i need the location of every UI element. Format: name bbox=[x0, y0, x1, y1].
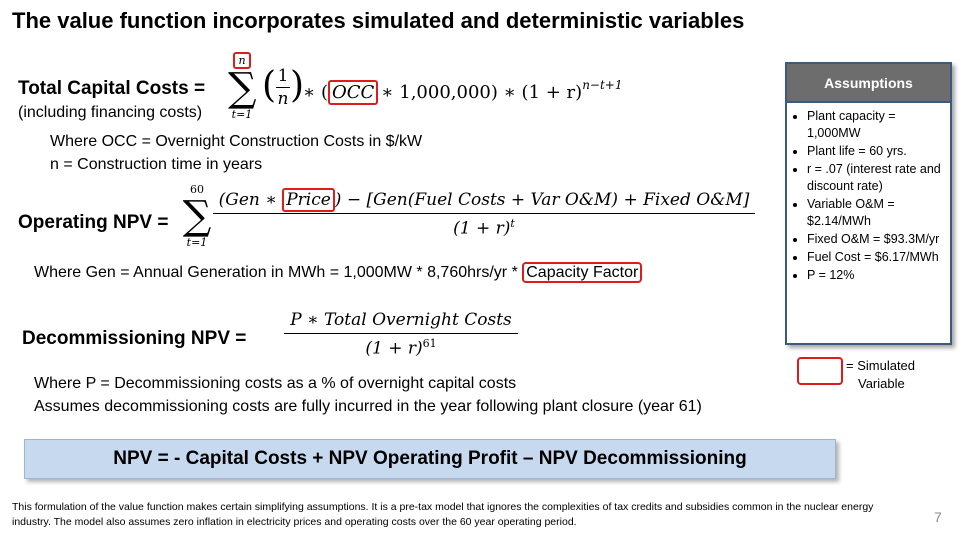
assumption-item: r = .07 (interest rate and discount rate… bbox=[807, 161, 944, 195]
assumption-item: Fixed O&M = $93.3M/yr bbox=[807, 231, 944, 248]
decom-label: Decommissioning NPV = bbox=[22, 328, 247, 349]
simulated-legend-swatch bbox=[797, 357, 843, 385]
legend-line-2: Variable bbox=[858, 376, 905, 391]
operating-note-text: Where Gen = Annual Generation in MWh = 1… bbox=[34, 264, 518, 281]
decom-note-p: Where P = Decommissioning costs as a % o… bbox=[34, 375, 517, 392]
operating-sum: 60 ∑ t=1 bbox=[182, 183, 212, 249]
operating-frac-line bbox=[213, 213, 755, 214]
operating-den-exp: t bbox=[510, 217, 515, 230]
decom-numerator: P ∗ Total Overnight Costs bbox=[290, 310, 512, 330]
assumptions-list: Plant capacity = 1,000MW Plant life = 60… bbox=[787, 103, 950, 284]
decom-frac-line bbox=[284, 333, 518, 334]
capital-sum: n ∑ t=1 bbox=[228, 52, 257, 121]
slide-title: The value function incorporates simulate… bbox=[12, 8, 745, 33]
n-simulated-highlight: n bbox=[233, 52, 251, 69]
capital-frac-line bbox=[276, 87, 290, 88]
operating-sum-upper: 60 bbox=[190, 183, 204, 196]
operating-num-b: ) − [Gen(Fuel Costs + Var O&M) + Fixed O… bbox=[334, 190, 750, 210]
decom-denominator: (1 + r)61 bbox=[284, 334, 518, 359]
capital-frac-den: n bbox=[277, 89, 289, 109]
occ-simulated-highlight: OCC bbox=[327, 80, 379, 105]
price-simulated-highlight: Price bbox=[282, 188, 335, 212]
operating-frac: (Gen ∗ Price) − [Gen(Fuel Costs + Var O&… bbox=[213, 188, 755, 239]
operating-den: (1 + r) bbox=[453, 218, 511, 239]
decom-den: (1 + r) bbox=[365, 338, 423, 359]
capital-formula-line: ∗ (OCC ∗ 1,000,000) ∗ (1 + r)n−t+1 bbox=[303, 78, 623, 105]
decom-den-exp: 61 bbox=[422, 337, 437, 350]
capital-note-occ: Where OCC = Overnight Construction Costs… bbox=[50, 133, 423, 150]
operating-label: Operating NPV = bbox=[18, 212, 169, 233]
capital-label: Total Capital Costs = bbox=[18, 78, 206, 99]
decom-note-year: Assumes decommissioning costs are fully … bbox=[34, 398, 702, 415]
operating-sigma-icon: ∑ bbox=[182, 193, 212, 239]
capital-sigma-icon: ∑ bbox=[228, 65, 257, 111]
capital-sum-upper-wrap: n bbox=[228, 52, 256, 69]
operating-numerator: (Gen ∗ Price) − [Gen(Fuel Costs + Var O&… bbox=[213, 188, 755, 213]
operating-num-a: (Gen ∗ bbox=[218, 190, 277, 210]
assumption-item: Variable O&M = $2.14/MWh bbox=[807, 196, 944, 230]
capital-paren-close: ) bbox=[290, 65, 305, 106]
operating-note: Where Gen = Annual Generation in MWh = 1… bbox=[34, 262, 643, 283]
capital-sublabel: (including financing costs) bbox=[18, 104, 203, 121]
assumption-item: Plant capacity = 1,000MW bbox=[807, 108, 944, 142]
capital-exp: n−t+1 bbox=[582, 78, 623, 92]
assumptions-header: Assumptions bbox=[787, 64, 950, 103]
assumptions-panel: Assumptions Plant capacity = 1,000MW Pla… bbox=[785, 62, 952, 345]
operating-sum-lower: t=1 bbox=[186, 236, 208, 249]
decom-frac: P ∗ Total Overnight Costs (1 + r)61 bbox=[284, 310, 518, 359]
capital-paren-open: ( bbox=[262, 65, 277, 106]
capital-mult: ∗ ( bbox=[303, 82, 328, 103]
legend-line-1: = Simulated bbox=[846, 358, 916, 373]
capacity-factor-simulated-highlight: Capacity Factor bbox=[522, 262, 643, 283]
capital-tail: ∗ 1,000,000) ∗ (1 + r) bbox=[381, 82, 583, 103]
assumption-item: P = 12% bbox=[807, 267, 944, 284]
page-number: 7 bbox=[934, 509, 942, 525]
capital-frac-num: 1 bbox=[277, 66, 289, 86]
capital-sum-lower: t=1 bbox=[231, 108, 253, 121]
npv-summary-bar: NPV = - Capital Costs + NPV Operating Pr… bbox=[24, 439, 836, 479]
simulated-legend-label: = Simulated Variable bbox=[846, 357, 915, 393]
capital-note-n: n = Construction time in years bbox=[50, 156, 263, 173]
operating-denominator: (1 + r)t bbox=[213, 214, 755, 239]
assumption-item: Plant life = 60 yrs. bbox=[807, 143, 944, 160]
capital-frac: 1 n bbox=[276, 66, 290, 109]
assumption-item: Fuel Cost = $6.17/MWh bbox=[807, 249, 944, 266]
footnote: This formulation of the value function m… bbox=[12, 501, 874, 528]
